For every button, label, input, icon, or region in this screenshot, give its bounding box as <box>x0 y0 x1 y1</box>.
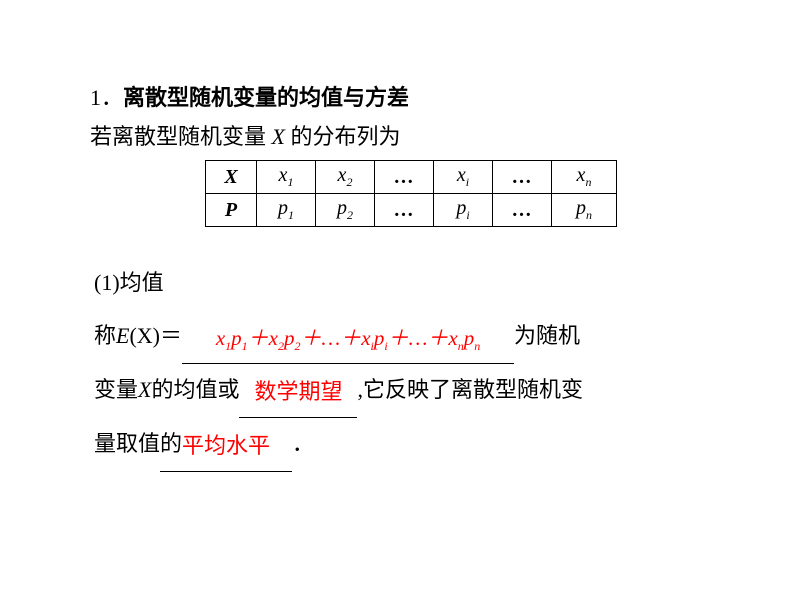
definition-line: 量取值的平均水平． <box>94 418 726 472</box>
cell: … <box>493 194 552 227</box>
subsection-label: (1)均值 <box>94 257 726 310</box>
definition-line: 变量X的均值或数学期望,它反映了离散型随机变 <box>94 364 726 418</box>
cell: pi <box>434 194 493 227</box>
cell: pn <box>552 194 617 227</box>
definition-line: 称E(X)＝x1p1＋x2p2＋…＋xipi＋…＋xnpn为随机 <box>94 310 726 364</box>
heading-number: 1． <box>90 85 123 110</box>
cell: xi <box>434 161 493 194</box>
heading-title: 离散型随机变量的均值与方差 <box>123 85 409 110</box>
cell: p1 <box>257 194 316 227</box>
answer-formula: x1p1＋x2p2＋…＋xipi＋…＋xnpn <box>216 326 480 350</box>
cell: xn <box>552 161 617 194</box>
distribution-table: X x1 x2 … xi … xn P p1 p2 … pi … pn <box>205 160 730 227</box>
row-header-x: X <box>206 161 257 194</box>
answer-expectation: 数学期望 <box>254 379 342 404</box>
blank-average: 平均水平 <box>160 418 292 472</box>
cell: … <box>375 194 434 227</box>
cell: p2 <box>316 194 375 227</box>
table-row: X x1 x2 … xi … xn <box>206 161 617 194</box>
table-row: P p1 p2 … pi … pn <box>206 194 617 227</box>
answer-average: 平均水平 <box>182 433 270 458</box>
intro-line: 若离散型随机变量 X 的分布列为 <box>90 119 730 154</box>
cell: x2 <box>316 161 375 194</box>
cell: … <box>493 161 552 194</box>
row-header-p: P <box>206 194 257 227</box>
cell: x1 <box>257 161 316 194</box>
blank-expectation: 数学期望 <box>239 364 357 418</box>
body-text: (1)均值 称E(X)＝x1p1＋x2p2＋…＋xipi＋…＋xnpn为随机 变… <box>90 257 730 471</box>
section-heading: 1．离散型随机变量的均值与方差 <box>90 80 730 115</box>
blank-formula: x1p1＋x2p2＋…＋xipi＋…＋xnpn <box>182 310 514 364</box>
cell: … <box>375 161 434 194</box>
